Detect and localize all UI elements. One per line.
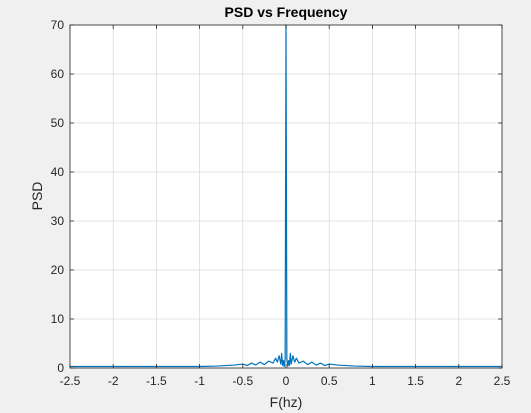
x-tick-label: 1.5 [407, 374, 424, 388]
x-tick-label: 0.5 [321, 374, 338, 388]
x-tick-label: -1.5 [146, 374, 167, 388]
x-tick-label: -0.5 [232, 374, 253, 388]
y-axis-label: PSD [29, 182, 45, 211]
x-axis-label: F(hz) [270, 394, 303, 410]
y-tick-label: 50 [51, 116, 65, 130]
y-tick-label: 60 [51, 67, 65, 81]
x-tick-label: -2.5 [60, 374, 81, 388]
x-tick-label: -2 [108, 374, 119, 388]
y-tick-label: 10 [51, 312, 65, 326]
y-tick-label: 0 [57, 361, 64, 375]
x-tick-label: 1 [369, 374, 376, 388]
x-tick-label: 0 [283, 374, 290, 388]
axis-ticks: -2.5 -2 -1.5 -1 -0.5 0 0.5 1 1.5 2 2.5 0 10 20 30 40 50 6… [51, 18, 511, 388]
x-tick-label: 2 [455, 374, 462, 388]
y-tick-label: 40 [51, 165, 65, 179]
x-tick-label: 2.5 [494, 374, 511, 388]
y-tick-label: 30 [51, 214, 65, 228]
chart-title: PSD vs Frequency [225, 4, 348, 20]
y-tick-label: 70 [51, 18, 65, 32]
x-tick-label: -1 [194, 374, 205, 388]
y-tick-label: 20 [51, 263, 65, 277]
